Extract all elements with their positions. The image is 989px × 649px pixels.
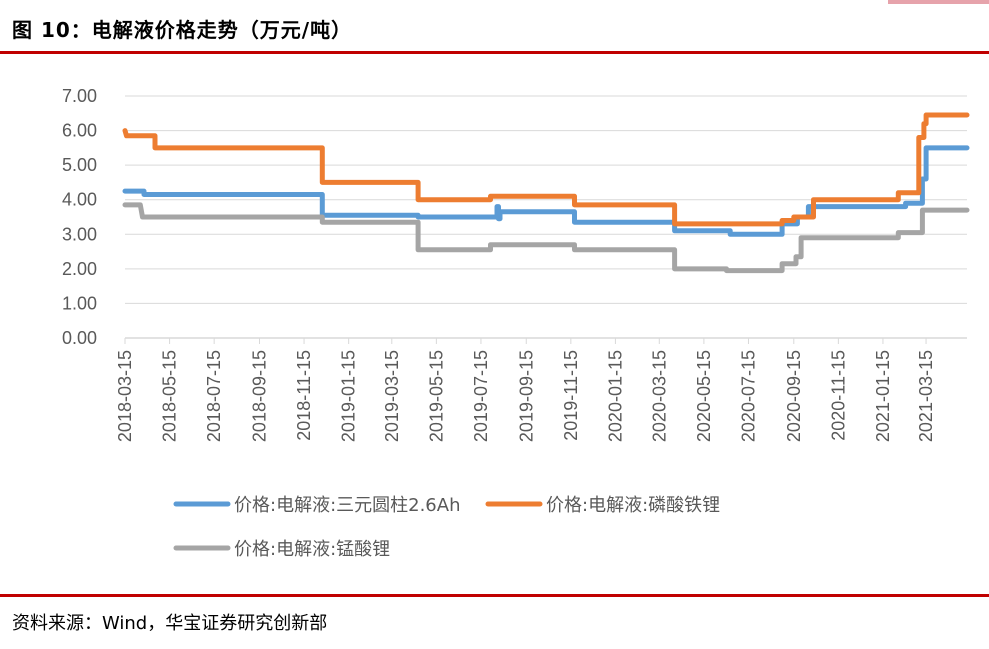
source-note: 资料来源：Wind，华宝证券研究创新部 — [12, 613, 328, 634]
y-tick-label: 2.00 — [62, 259, 97, 279]
series-line-2 — [122, 112, 970, 227]
x-tick-label: 2020-05-15 — [694, 350, 714, 442]
legend-label-3: 价格:电解液:锰酸锂 — [234, 539, 390, 560]
x-tick-label: 2019-11-15 — [561, 350, 581, 441]
x-tick-label: 2020-03-15 — [649, 350, 669, 442]
y-axis-ticks: 0.00 1.00 2.00 3.00 4.00 5.00 6.00 7.00 — [62, 86, 97, 348]
legend-label-1: 价格:电解液:三元圆柱2.6Ah — [234, 495, 460, 516]
y-tick-label: 5.00 — [62, 155, 97, 175]
corner-accent — [888, 0, 989, 4]
y-tick-label: 6.00 — [62, 121, 97, 141]
x-tick-label: 2019-01-15 — [339, 350, 359, 442]
x-tick-label: 2018-11-15 — [294, 350, 314, 441]
x-tick-label: 2019-07-15 — [471, 350, 491, 442]
x-tick-label: 2018-07-15 — [204, 350, 224, 442]
y-tick-label: 7.00 — [62, 86, 97, 106]
x-tick-label: 2021-03-15 — [916, 350, 936, 442]
series-line-1 — [122, 145, 970, 237]
y-tick-label: 3.00 — [62, 224, 97, 244]
x-tick-label: 2019-09-15 — [516, 350, 536, 442]
x-tick-label: 2020-11-15 — [828, 350, 848, 441]
x-tick-label: 2018-09-15 — [249, 350, 269, 442]
x-tick-label: 2020-07-15 — [738, 350, 758, 442]
y-tick-label: 4.00 — [62, 190, 97, 210]
y-tick-label: 1.00 — [62, 293, 97, 313]
series-group — [122, 112, 970, 274]
x-tick-label: 2019-05-15 — [426, 350, 446, 442]
top-rule — [0, 51, 989, 54]
series-line-3 — [122, 202, 970, 274]
x-tick-label: 2020-09-15 — [784, 350, 804, 442]
x-tick-label: 2021-01-15 — [873, 350, 893, 442]
x-tick-label: 2018-05-15 — [160, 350, 180, 442]
gridlines — [125, 95, 967, 304]
y-tick-label: 0.00 — [62, 328, 97, 348]
figure-title: 图 10：电解液价格走势（万元/吨） — [12, 18, 353, 42]
x-axis-ticks: 2018-03-15 2018-05-15 2018-07-15 2018-09-15… — [115, 338, 936, 442]
bottom-rule — [0, 594, 989, 597]
line-chart: 0.00 1.00 2.00 3.00 4.00 5.00 6.00 7.00 2018-03… — [62, 86, 970, 560]
x-tick-label: 2019-03-15 — [382, 350, 402, 442]
x-tick-label: 2020-01-15 — [605, 350, 625, 442]
x-tick-label: 2018-03-15 — [115, 350, 135, 442]
legend-label-2: 价格:电解液:磷酸铁锂 — [546, 495, 720, 516]
